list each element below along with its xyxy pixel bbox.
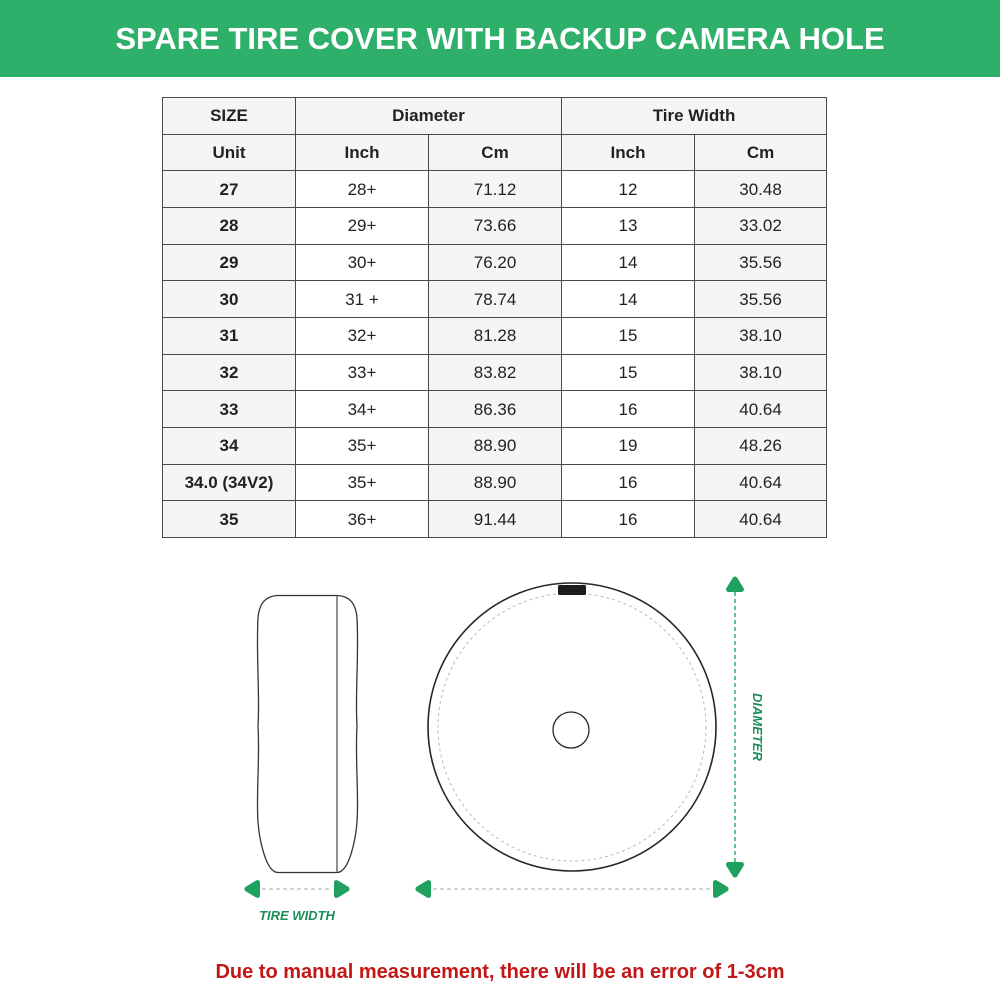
svg-text:TIRE WIDTH: TIRE WIDTH [259, 908, 335, 923]
svg-text:DIAMETER: DIAMETER [750, 693, 765, 762]
